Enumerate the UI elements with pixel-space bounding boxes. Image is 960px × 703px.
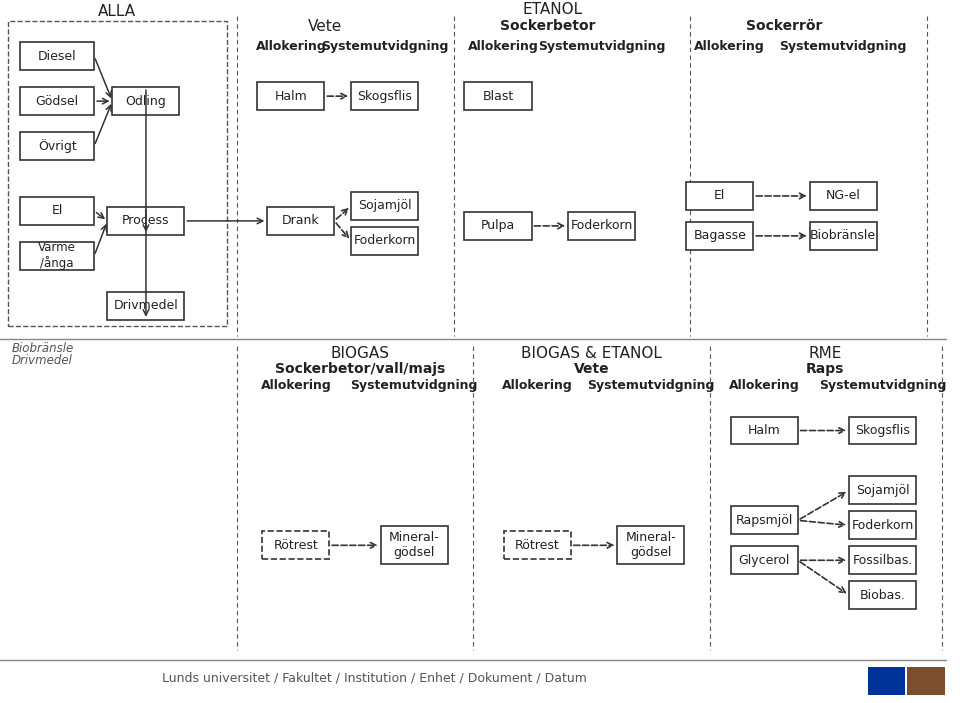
Text: Foderkorn: Foderkorn xyxy=(570,219,633,233)
FancyBboxPatch shape xyxy=(504,531,571,560)
FancyBboxPatch shape xyxy=(351,192,419,220)
FancyBboxPatch shape xyxy=(849,581,916,610)
Text: Pulpa: Pulpa xyxy=(481,219,516,233)
Text: Sojamjöl: Sojamjöl xyxy=(855,484,909,497)
Text: Process: Process xyxy=(122,214,170,228)
Text: Systemutvidgning: Systemutvidgning xyxy=(321,40,448,53)
Text: Halm: Halm xyxy=(748,424,780,437)
Text: Biobränsle: Biobränsle xyxy=(12,342,74,355)
Text: Systemutvidgning: Systemutvidgning xyxy=(819,379,947,392)
Text: Övrigt: Övrigt xyxy=(37,139,77,153)
FancyBboxPatch shape xyxy=(267,207,334,235)
FancyBboxPatch shape xyxy=(849,546,916,574)
FancyBboxPatch shape xyxy=(20,242,94,270)
Text: Allokering: Allokering xyxy=(468,40,539,53)
FancyBboxPatch shape xyxy=(20,197,94,225)
FancyBboxPatch shape xyxy=(20,42,94,70)
Text: Rötrest: Rötrest xyxy=(274,538,318,552)
Text: Rötrest: Rötrest xyxy=(516,538,560,552)
FancyBboxPatch shape xyxy=(381,527,447,565)
Text: Gödsel: Gödsel xyxy=(36,95,79,108)
Text: Sockerbetor: Sockerbetor xyxy=(499,19,595,33)
FancyBboxPatch shape xyxy=(686,182,754,210)
FancyBboxPatch shape xyxy=(20,87,94,115)
Text: Drivmedel: Drivmedel xyxy=(113,299,179,312)
Text: Vete: Vete xyxy=(574,361,610,375)
FancyBboxPatch shape xyxy=(257,82,324,110)
Text: Sockerbetor/vall/majs: Sockerbetor/vall/majs xyxy=(275,361,445,375)
FancyBboxPatch shape xyxy=(568,212,636,240)
Text: Raps: Raps xyxy=(806,361,845,375)
Text: Allokering: Allokering xyxy=(502,379,573,392)
FancyBboxPatch shape xyxy=(868,667,905,695)
Text: Lunds universitet / Fakultet / Institution / Enhet / Dokument / Datum: Lunds universitet / Fakultet / Instituti… xyxy=(162,671,588,685)
Text: Allokering: Allokering xyxy=(255,40,326,53)
FancyBboxPatch shape xyxy=(731,546,798,574)
FancyBboxPatch shape xyxy=(465,212,532,240)
Text: Diesel: Diesel xyxy=(37,50,77,63)
Text: Odling: Odling xyxy=(126,95,166,108)
Text: BIOGAS & ETANOL: BIOGAS & ETANOL xyxy=(521,346,662,361)
Text: RME: RME xyxy=(808,346,842,361)
Text: Systemutvidgning: Systemutvidgning xyxy=(350,379,478,392)
Text: Blast: Blast xyxy=(482,90,514,103)
Text: El: El xyxy=(52,205,63,217)
FancyBboxPatch shape xyxy=(849,417,916,444)
Text: Allokering: Allokering xyxy=(260,379,331,392)
FancyBboxPatch shape xyxy=(8,21,227,325)
FancyBboxPatch shape xyxy=(849,511,916,539)
Text: Skogsflis: Skogsflis xyxy=(357,90,412,103)
FancyBboxPatch shape xyxy=(731,506,798,534)
FancyBboxPatch shape xyxy=(20,132,94,160)
FancyBboxPatch shape xyxy=(907,667,945,695)
FancyBboxPatch shape xyxy=(112,87,180,115)
Text: Bagasse: Bagasse xyxy=(693,229,746,243)
FancyBboxPatch shape xyxy=(731,417,798,444)
FancyBboxPatch shape xyxy=(617,527,684,565)
Text: Drank: Drank xyxy=(282,214,320,228)
Text: Mineral-
gödsel: Mineral- gödsel xyxy=(389,531,440,560)
Text: El: El xyxy=(714,190,726,202)
FancyBboxPatch shape xyxy=(849,477,916,504)
Text: NG-el: NG-el xyxy=(826,190,860,202)
Text: Skogsflis: Skogsflis xyxy=(855,424,910,437)
Text: BIOGAS: BIOGAS xyxy=(330,346,390,361)
FancyBboxPatch shape xyxy=(809,222,876,250)
Text: Rapsmjöl: Rapsmjöl xyxy=(735,514,793,527)
FancyBboxPatch shape xyxy=(351,82,419,110)
FancyBboxPatch shape xyxy=(809,182,876,210)
Text: Värme
/ånga: Värme /ånga xyxy=(38,241,76,271)
Text: Glycerol: Glycerol xyxy=(738,554,790,567)
Text: ALLA: ALLA xyxy=(98,4,136,19)
FancyBboxPatch shape xyxy=(351,227,419,255)
Text: Systemutvidgning: Systemutvidgning xyxy=(588,379,714,392)
Text: Systemutvidgning: Systemutvidgning xyxy=(538,40,665,53)
Text: Drivmedel: Drivmedel xyxy=(12,354,73,367)
Text: Foderkorn: Foderkorn xyxy=(852,519,914,532)
FancyBboxPatch shape xyxy=(108,207,184,235)
FancyBboxPatch shape xyxy=(108,292,184,320)
Text: Sojamjöl: Sojamjöl xyxy=(358,200,412,212)
Text: Allokering: Allokering xyxy=(729,379,800,392)
FancyBboxPatch shape xyxy=(262,531,329,560)
Text: Foderkorn: Foderkorn xyxy=(353,234,416,247)
Text: ETANOL: ETANOL xyxy=(522,2,583,17)
Text: Vete: Vete xyxy=(308,19,343,34)
Text: Mineral-
gödsel: Mineral- gödsel xyxy=(626,531,676,560)
Text: Biobas.: Biobas. xyxy=(859,588,905,602)
FancyBboxPatch shape xyxy=(686,222,754,250)
Text: Fossilbas.: Fossilbas. xyxy=(852,554,913,567)
Text: Biobränsle: Biobränsle xyxy=(810,229,876,243)
Text: Systemutvidgning: Systemutvidgning xyxy=(780,40,907,53)
Text: Sockerrör: Sockerrör xyxy=(746,19,822,33)
Text: Allokering: Allokering xyxy=(694,40,765,53)
Text: Halm: Halm xyxy=(275,90,307,103)
FancyBboxPatch shape xyxy=(465,82,532,110)
